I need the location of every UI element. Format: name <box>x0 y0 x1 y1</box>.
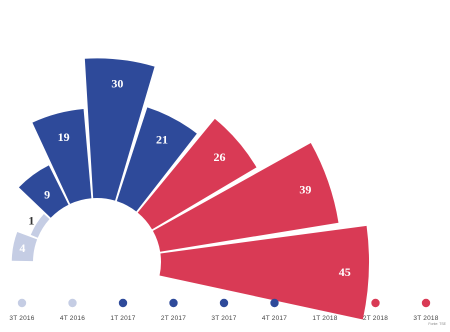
legend-label: 4T 2017 <box>262 315 287 322</box>
value-label: 4 <box>19 241 25 255</box>
value-label: 9 <box>44 187 50 201</box>
wedge-1t-2018 <box>137 118 257 230</box>
wedge-2t-2018 <box>152 143 339 252</box>
value-label: 19 <box>58 130 70 144</box>
value-label: 39 <box>299 183 311 197</box>
value-label: 30 <box>111 76 123 90</box>
legend-label: 1T 2017 <box>110 315 135 322</box>
wedge-3t-2017 <box>84 58 155 201</box>
legend-label: 2T 2018 <box>363 315 388 322</box>
legend-label: 4T 2016 <box>60 315 85 322</box>
value-label: 26 <box>214 150 226 164</box>
wedge-3t-2018 <box>159 225 369 320</box>
legend-dot <box>68 298 77 308</box>
legend-dot <box>219 298 229 308</box>
value-label: 1 <box>28 214 34 228</box>
value-label: 45 <box>339 265 351 279</box>
wedge-4t-2017 <box>116 107 197 212</box>
legend-dot <box>371 298 380 308</box>
wedge-3t-2016 <box>11 231 38 262</box>
legend-dot <box>17 298 27 308</box>
legend-dot <box>270 298 279 308</box>
legend-label: 3T 2016 <box>9 315 34 322</box>
legend-dot <box>169 298 178 308</box>
source-note: Fonte: TSE <box>428 322 446 326</box>
wedge-4t-2016 <box>30 214 50 238</box>
legend-label: 2T 2017 <box>161 315 186 322</box>
value-label: 21 <box>156 133 168 147</box>
legend-dot <box>421 298 431 308</box>
legend-label: 3T 2017 <box>211 315 236 322</box>
legend-dot <box>118 298 128 308</box>
legend-label: 1T 2018 <box>312 315 337 322</box>
wedge-layer <box>11 58 369 320</box>
legend-dot <box>320 298 330 308</box>
legend-label: 3T 2018 <box>413 315 438 322</box>
legend: 3T 2016 4T 2016 1T 2017 2T 2017 3T 2017 4T 20… <box>9 298 439 322</box>
wedge-2t-2017 <box>32 109 92 204</box>
wedge-1t-2017 <box>18 165 69 218</box>
